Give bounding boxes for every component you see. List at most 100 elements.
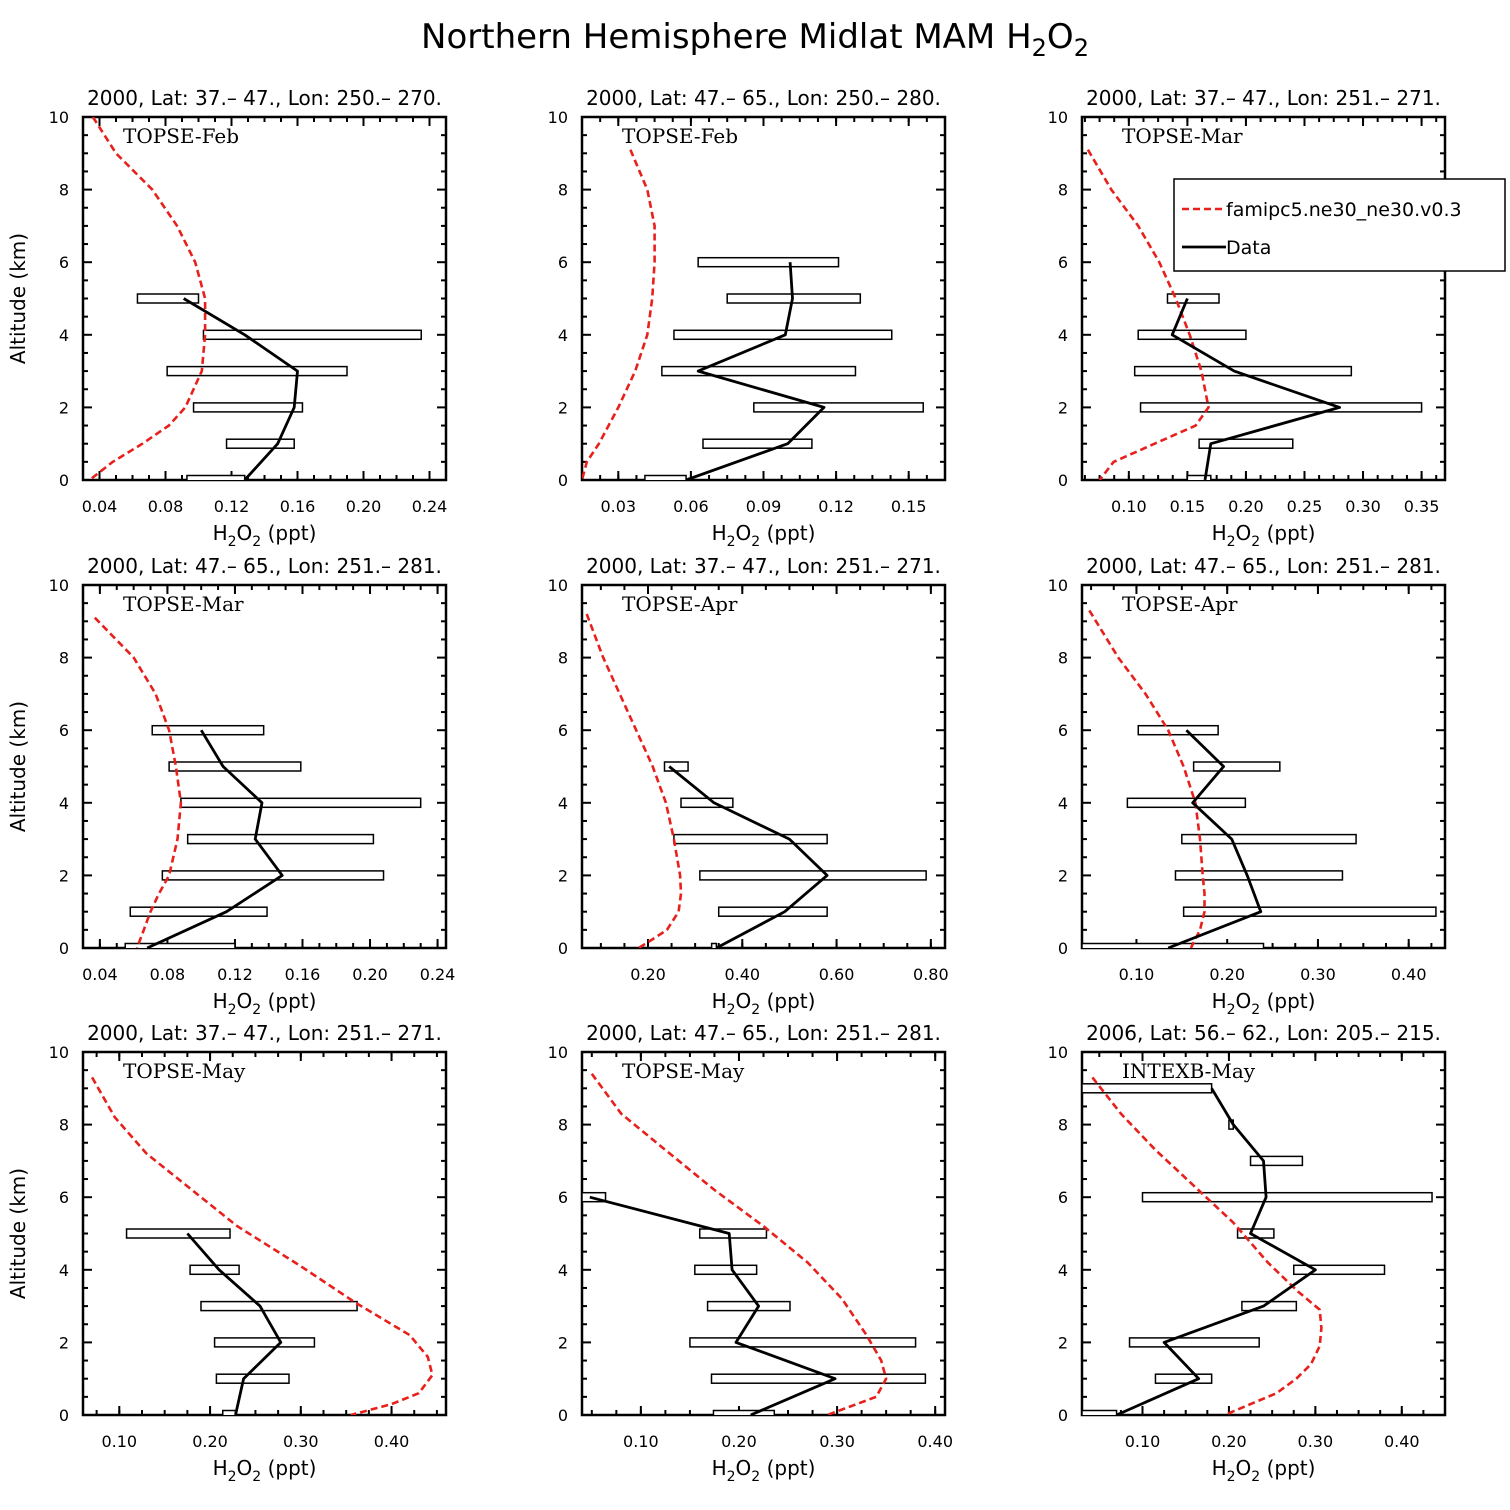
- x-tick-label: 0.20: [346, 497, 382, 516]
- x-axis-label-o: O: [736, 989, 752, 1013]
- data-range-box: [1166, 293, 1220, 304]
- y-tick-label: 8: [59, 181, 69, 200]
- model-line: [93, 616, 183, 948]
- data-range-box: [200, 1300, 358, 1312]
- x-axis-label-sub1: 2: [727, 534, 736, 550]
- y-tick-label: 8: [558, 649, 568, 668]
- x-axis-label-unit: (ppt): [261, 1456, 316, 1480]
- y-tick-label: 10: [1048, 576, 1068, 595]
- x-axis-label-o: O: [237, 989, 253, 1013]
- x-axis-label-sub2: 2: [751, 1002, 760, 1018]
- x-tick-label: 0.12: [818, 497, 854, 516]
- x-tick-label: 0.12: [214, 497, 250, 516]
- y-tick-label: 0: [558, 1406, 568, 1425]
- x-axis-label: H2O2 (ppt): [1212, 521, 1316, 550]
- data-range-box: [710, 1373, 927, 1384]
- panel-title: 2000, Lat: 47.– 65., Lon: 251.– 281.: [1086, 554, 1441, 578]
- data-range-box: [161, 870, 385, 881]
- chart-panel-7: 2000, Lat: 37.– 47., Lon: 251.– 271. 0 2 4 6…: [6, 1021, 448, 1485]
- data-mean-line: [1170, 297, 1341, 480]
- y-tick-label: 10: [548, 1043, 568, 1062]
- plot-area: [88, 117, 422, 480]
- x-axis-label-o: O: [237, 521, 253, 545]
- panel-title: 2000, Lat: 37.– 47., Lon: 251.– 271.: [586, 554, 941, 578]
- y-tick-label: 6: [59, 253, 69, 272]
- model-line: [88, 117, 207, 480]
- y-tick-label: 6: [558, 253, 568, 272]
- data-range-box: [186, 474, 246, 480]
- campaign-label: TOPSE-May: [622, 1059, 745, 1083]
- data-range-box: [710, 942, 718, 948]
- data-range-box: [1128, 1337, 1260, 1348]
- y-tick-label: 0: [558, 939, 568, 958]
- x-axis-label-unit: (ppt): [760, 989, 815, 1013]
- x-tick-label: 0.15: [891, 497, 927, 516]
- data-range-box: [694, 1264, 758, 1276]
- data-range-box: [697, 256, 840, 268]
- data-range-box: [698, 1228, 768, 1239]
- y-tick-label: 8: [1058, 649, 1068, 668]
- plot-frame: [580, 583, 947, 950]
- campaign-label: TOPSE-Apr: [622, 592, 738, 616]
- y-tick-label: 4: [1058, 326, 1068, 345]
- y-axis-label: Altitude (km): [6, 233, 30, 364]
- x-axis-label-o: O: [736, 521, 752, 545]
- y-tick-label: 6: [1058, 1188, 1068, 1207]
- x-axis-label-sub1: 2: [228, 1002, 237, 1018]
- x-tick-label: 0.08: [148, 497, 184, 516]
- data-range-box: [180, 797, 422, 809]
- data-range-box: [1186, 474, 1212, 480]
- data-range-box: [1141, 1191, 1433, 1203]
- x-tick-label: 0.30: [1345, 497, 1381, 516]
- data-range-box: [213, 1337, 316, 1348]
- y-tick-label: 0: [1058, 471, 1068, 490]
- y-tick-label: 8: [558, 1116, 568, 1135]
- data-range-box: [702, 438, 813, 449]
- y-tick-label: 6: [59, 721, 69, 740]
- x-tick-label: 0.15: [1170, 497, 1206, 516]
- model-line: [1088, 609, 1206, 948]
- data-range-box: [215, 1373, 290, 1384]
- x-axis-label-unit: (ppt): [1260, 521, 1315, 545]
- y-tick-label: 2: [1058, 866, 1068, 885]
- x-tick-label: 0.24: [420, 965, 456, 984]
- panel-title: 2000, Lat: 47.– 65., Lon: 251.– 281.: [87, 554, 442, 578]
- data-mean-line: [182, 297, 299, 480]
- campaign-label: TOPSE-Apr: [1122, 592, 1238, 616]
- x-axis-label-sub1: 2: [1227, 1469, 1236, 1485]
- data-range-box: [1192, 761, 1281, 772]
- plot-area: [93, 616, 422, 948]
- y-axis-label: Altitude (km): [6, 1168, 30, 1299]
- x-tick-label: 0.40: [374, 1432, 410, 1451]
- data-range-box: [680, 797, 734, 809]
- panel-title: 2000, Lat: 37.– 47., Lon: 251.– 271.: [87, 1021, 442, 1045]
- data-range-box: [1137, 329, 1247, 341]
- data-range-box: [699, 870, 927, 881]
- y-tick-label: 2: [1058, 1333, 1068, 1352]
- data-range-box: [166, 365, 348, 377]
- y-tick-label: 8: [558, 181, 568, 200]
- y-tick-label: 0: [558, 471, 568, 490]
- chart-panel-5: 2000, Lat: 37.– 47., Lon: 251.– 271. 0 2 4 6…: [548, 554, 949, 1018]
- y-tick-label: 10: [548, 576, 568, 595]
- y-tick-label: 0: [1058, 1406, 1068, 1425]
- data-mean-line: [1116, 1087, 1317, 1415]
- plot-area: [1086, 149, 1423, 480]
- x-tick-label: 0.30: [819, 1432, 855, 1451]
- x-tick-label: 0.03: [600, 497, 636, 516]
- legend-model-label: famipc5.ne30_ne30.v0.3: [1226, 199, 1462, 221]
- x-tick-label: 0.16: [285, 965, 321, 984]
- data-range-box: [1139, 402, 1423, 413]
- x-axis-label-unit: (ppt): [261, 521, 316, 545]
- x-axis-label-sub1: 2: [727, 1469, 736, 1485]
- x-tick-label: 0.20: [1209, 965, 1245, 984]
- x-axis-label-h: H: [213, 989, 228, 1013]
- y-tick-label: 4: [59, 1261, 69, 1280]
- data-range-box: [663, 761, 689, 772]
- x-axis-label-h: H: [213, 521, 228, 545]
- x-tick-label: 0.20: [630, 965, 666, 984]
- y-tick-label: 4: [558, 326, 568, 345]
- chart-panel-8: 2000, Lat: 47.– 65., Lon: 251.– 281. 0 2 4 6…: [548, 1021, 953, 1485]
- y-tick-label: 4: [59, 326, 69, 345]
